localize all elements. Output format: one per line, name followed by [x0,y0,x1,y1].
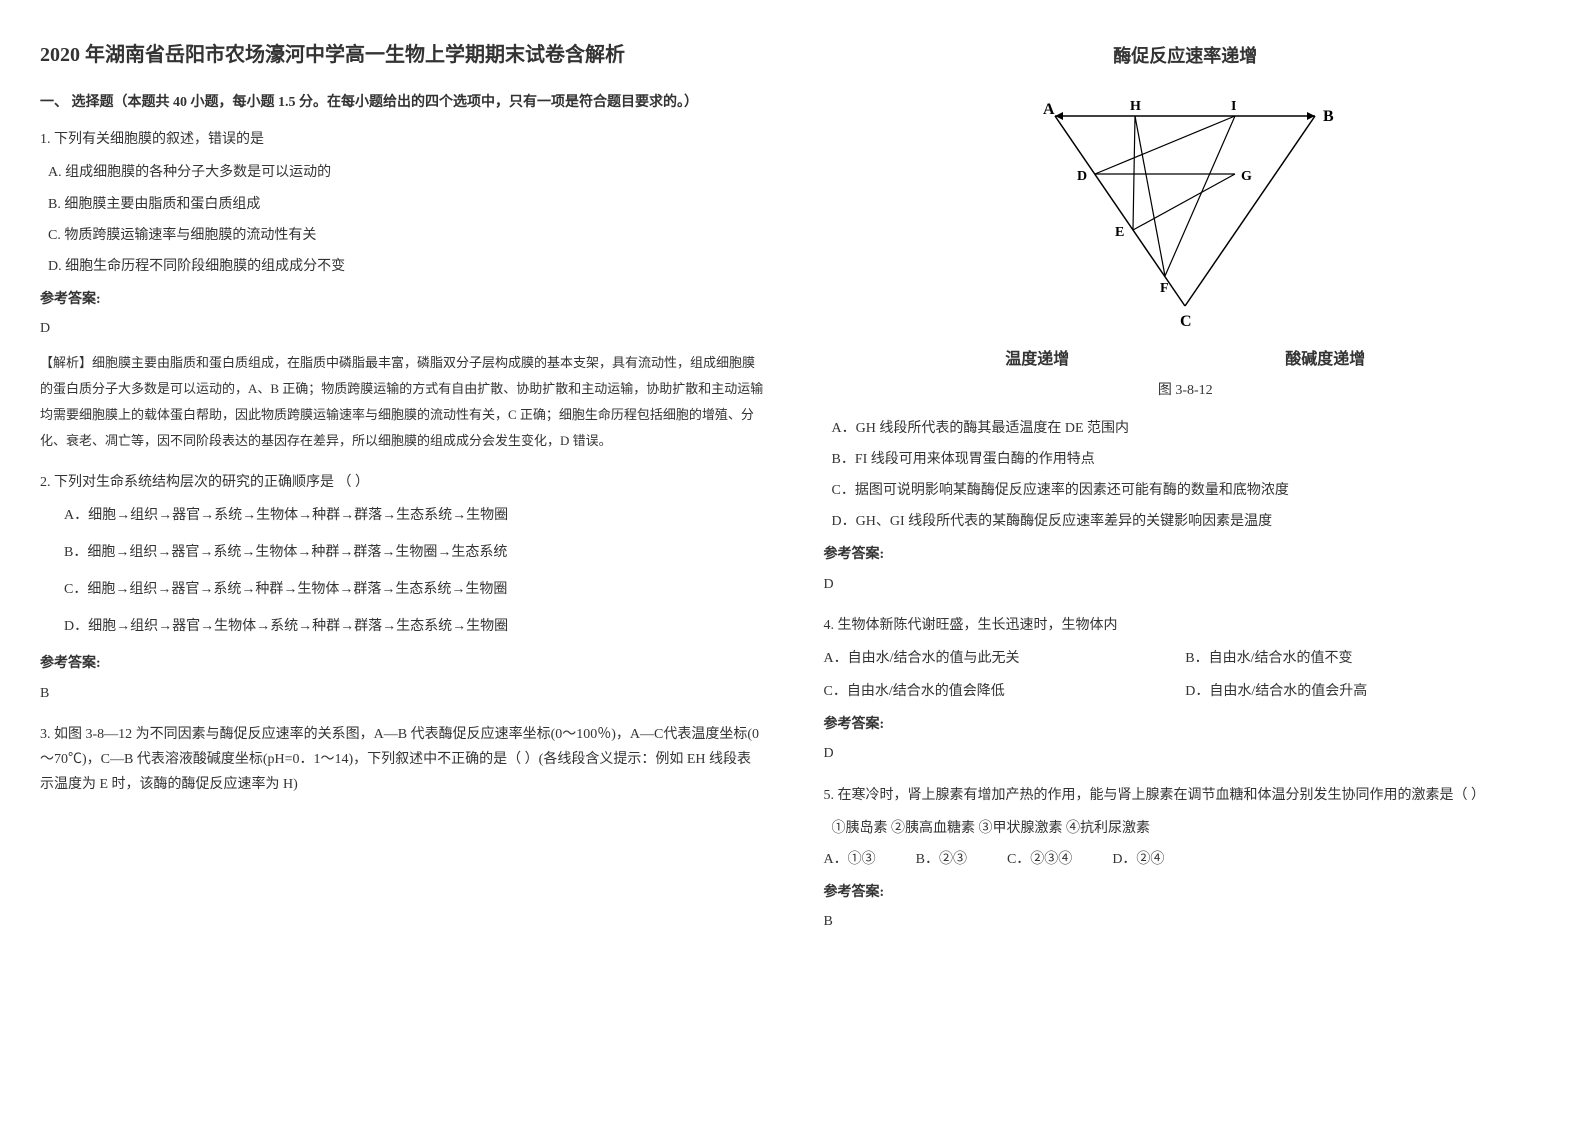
label-i: I [1231,99,1236,114]
q4-option-d: D．自由水/结合水的值会升高 [1185,679,1547,704]
diagram-caption: 图 3-8-12 [824,378,1548,403]
q1-option-a: A. 组成细胞膜的各种分子大多数是可以运动的 [40,160,764,185]
q4-option-b: B．自由水/结合水的值不变 [1185,646,1547,671]
label-c: C [1180,313,1192,330]
q3-answer: D [824,572,1548,597]
q5-stem: 5. 在寒冷时，肾上腺素有增加产热的作用，能与肾上腺素在调节血糖和体温分别发生协… [824,783,1548,808]
q2-answer-label: 参考答案: [40,651,764,676]
q4-stem: 4. 生物体新陈代谢旺盛，生长迅速时，生物体内 [824,613,1548,638]
q1-answer: D [40,316,764,341]
q3-option-c: C．据图可说明影响某酶酶促反应速率的因素还可能有酶的数量和底物浓度 [824,478,1548,503]
q2-option-a: A．细胞→组织→器官→系统→生物体→种群→群落→生态系统→生物圈 [40,503,764,528]
label-g: G [1241,169,1252,184]
left-column: 2020 年湖南省岳阳市农场濠河中学高一生物上学期期末试卷含解析 一、 选择题（… [40,40,764,951]
q5-answer-label: 参考答案: [824,880,1548,905]
q3-answer-label: 参考答案: [824,542,1548,567]
label-b: B [1323,108,1334,125]
label-d: D [1077,169,1087,184]
label-e: E [1115,225,1124,240]
q4-option-c: C．自由水/结合水的值会降低 [824,679,1186,704]
q4-answer: D [824,741,1548,766]
q3-option-b: B．FI 线段可用来体现胃蛋白酶的作用特点 [824,447,1548,472]
question-2: 2. 下列对生命系统结构层次的研究的正确顺序是 （ ） A．细胞→组织→器官→系… [40,470,764,706]
axis-label-ph: 酸碱度递增 [1285,346,1365,375]
diagram-container: 酶促反应速率递增 A B C D [824,40,1548,404]
q2-stem: 2. 下列对生命系统结构层次的研究的正确顺序是 （ ） [40,470,764,495]
q3-option-d: D．GH、GI 线段所代表的某酶酶促反应速率差异的关键影响因素是温度 [824,509,1548,534]
question-1: 1. 下列有关细胞膜的叙述，错误的是 A. 组成细胞膜的各种分子大多数是可以运动… [40,127,764,453]
q5-optline: ①胰岛素 ②胰高血糖素 ③甲状腺激素 ④抗利尿激素 [824,816,1548,841]
question-3-options: A．GH 线段所代表的酶其最适温度在 DE 范围内 B．FI 线段可用来体现胃蛋… [824,416,1548,597]
q5-option-b: B．②③ [916,847,967,872]
question-3: 3. 如图 3-8—12 为不同因素与酶促反应速率的关系图，A—B 代表酶促反应… [40,722,764,798]
q5-option-a: A．①③ [824,847,876,872]
q1-explanation: 【解析】细胞膜主要由脂质和蛋白质组成，在脂质中磷脂最丰富，磷脂双分子层构成膜的基… [40,350,764,454]
axis-label-temp: 温度递增 [1005,346,1069,375]
label-h: H [1130,99,1141,114]
q4-answer-label: 参考答案: [824,712,1548,737]
label-f: F [1160,281,1169,296]
triangle-diagram: A B C D E F G H I [1005,76,1365,336]
q5-option-d: D．②④ [1112,847,1164,872]
q1-option-d: D. 细胞生命历程不同阶段细胞膜的组成成分不变 [40,254,764,279]
q1-answer-label: 参考答案: [40,287,764,312]
right-column: 酶促反应速率递增 A B C D [824,40,1548,951]
q1-option-c: C. 物质跨膜运输速率与细胞膜的流动性有关 [40,223,764,248]
q5-answer: B [824,909,1548,934]
question-5: 5. 在寒冷时，肾上腺素有增加产热的作用，能与肾上腺素在调节血糖和体温分别发生协… [824,783,1548,935]
q2-option-b: B．细胞→组织→器官→系统→生物体→种群→群落→生物圈→生态系统 [40,540,764,565]
q2-answer: B [40,681,764,706]
label-a: A [1043,101,1055,118]
q3-option-a: A．GH 线段所代表的酶其最适温度在 DE 范围内 [824,416,1548,441]
question-4: 4. 生物体新陈代谢旺盛，生长迅速时，生物体内 A．自由水/结合水的值与此无关 … [824,613,1548,767]
exam-title: 2020 年湖南省岳阳市农场濠河中学高一生物上学期期末试卷含解析 [40,40,764,70]
diagram-title: 酶促反应速率递增 [824,40,1548,72]
section-1-header: 一、 选择题（本题共 40 小题，每小题 1.5 分。在每小题给出的四个选项中，… [40,90,764,115]
q4-option-a: A．自由水/结合水的值与此无关 [824,646,1186,671]
q3-stem: 3. 如图 3-8—12 为不同因素与酶促反应速率的关系图，A—B 代表酶促反应… [40,722,764,798]
q1-option-b: B. 细胞膜主要由脂质和蛋白质组成 [40,192,764,217]
q2-option-d: D．细胞→组织→器官→生物体→系统→种群→群落→生态系统→生物圈 [40,614,764,639]
q2-option-c: C．细胞→组织→器官→系统→种群→生物体→群落→生态系统→生物圈 [40,577,764,602]
q1-stem: 1. 下列有关细胞膜的叙述，错误的是 [40,127,764,152]
q5-option-c: C．②③④ [1007,847,1072,872]
